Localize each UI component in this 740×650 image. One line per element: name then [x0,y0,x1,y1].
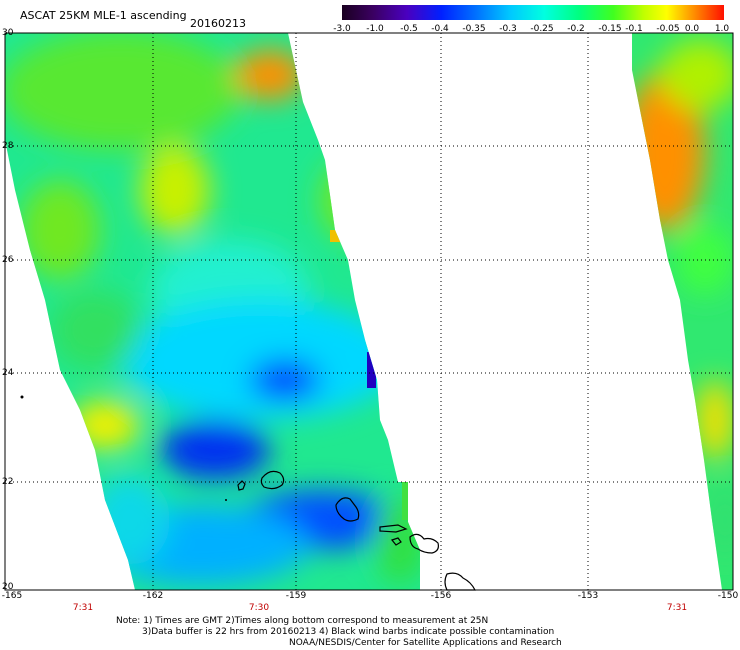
lon-label: -162 [142,591,164,601]
right-swath [632,33,733,590]
scale-label: -0.25 [530,24,554,34]
island-lanai [390,537,402,546]
footer-notes: Note: 1) Times are GMT 2)Times along bot… [116,616,562,649]
lat-label: 26 [2,255,14,265]
land-outlines [237,470,476,591]
lon-label: -159 [285,591,307,601]
scale-label: -0.2 [567,24,585,34]
scale-label: -0.1 [625,24,643,34]
scale-label: -0.4 [431,24,449,34]
data-dot [20,395,24,399]
lon-label: -153 [577,591,599,601]
left-swath [5,33,420,590]
map-title: ASCAT 25KM MLE-1 ascending [20,9,187,22]
lat-label: 20 [2,582,14,592]
scale-label: -0.15 [598,24,622,34]
note-line-2: 3)Data buffer is 22 hrs from 20160213 4)… [142,627,555,637]
scale-label: -0.5 [400,24,418,34]
time-label: 7:31 [72,603,94,613]
graticule [5,33,733,590]
lon-label: -150 [717,591,739,601]
note-line-1: Note: 1) Times are GMT 2)Times along bot… [116,616,489,626]
map-date: 20160213 [190,17,246,30]
data-dot [225,499,227,501]
color-scale-bar [342,5,724,20]
lat-label: 28 [2,141,14,151]
island-maui [409,533,439,554]
color-scale-labels: -3.0 -1.0 -0.5 -0.4 -0.35 -0.3 -0.25 -0.… [330,24,740,36]
lat-label: 30 [2,28,14,38]
scale-label: -3.0 [333,24,351,34]
scale-label: -0.3 [499,24,517,34]
island-hawaii [444,572,476,591]
scale-label: 0.0 [684,24,700,34]
island-oahu [335,497,360,522]
map-frame [4,32,734,591]
lon-label: -156 [430,591,452,601]
time-label: 7:31 [666,603,688,613]
scale-label: -1.0 [366,24,384,34]
island-niihau [237,480,246,491]
scale-label: 1.0 [714,24,730,34]
island-molokai [379,524,408,533]
island-kauai [260,470,285,490]
scale-label: -0.35 [462,24,486,34]
lat-label: 24 [2,368,14,378]
lat-label: 22 [2,477,14,487]
lon-label: -165 [1,591,23,601]
note-line-3: NOAA/NESDIS/Center for Satellite Applica… [289,638,562,648]
scale-label: -0.05 [656,24,680,34]
time-label: 7:30 [248,603,270,613]
